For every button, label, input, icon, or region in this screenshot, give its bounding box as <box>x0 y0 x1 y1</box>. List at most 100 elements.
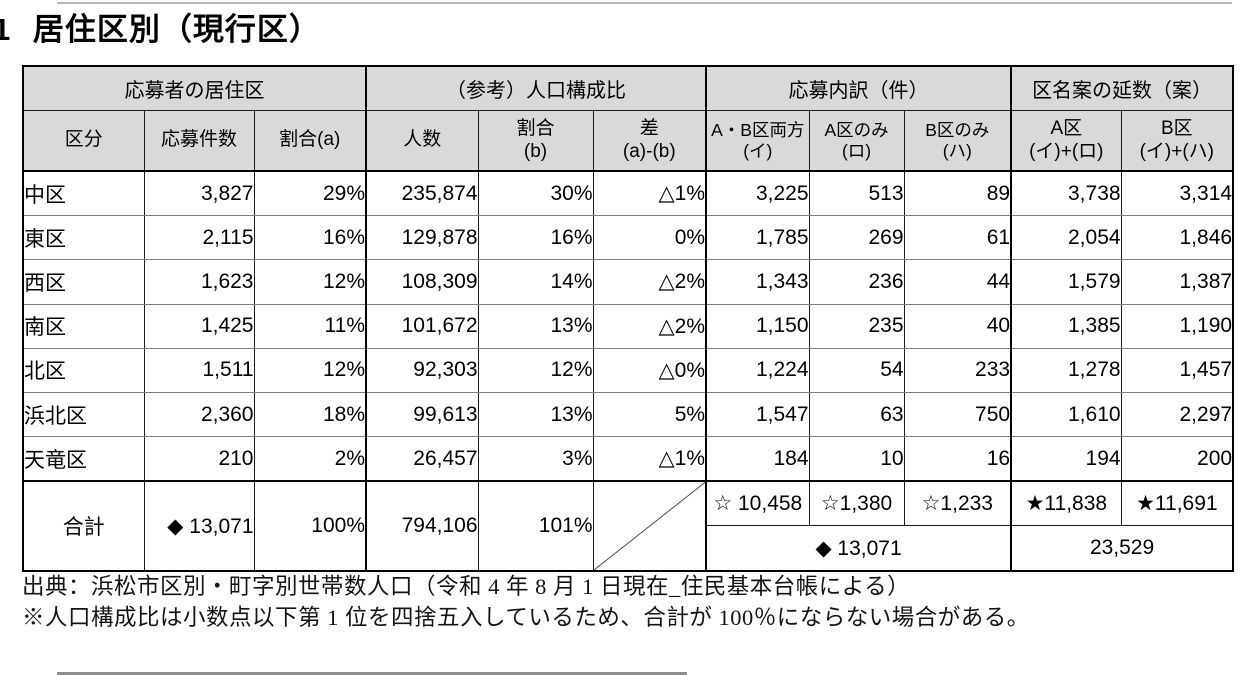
cell-applications: 2,115 <box>143 215 254 261</box>
cell-a-only: 10 <box>808 436 905 483</box>
cell-population: 101,672 <box>365 304 479 349</box>
cell-a-total: 194 <box>1010 436 1122 483</box>
cell-population: 129,878 <box>365 215 479 261</box>
cell-a-only: 235 <box>808 304 905 349</box>
total-ratio-b: 101% <box>477 481 594 572</box>
group-header-name-proposals: 区名案の延数（案） <box>1010 66 1234 111</box>
cell-a-total: 1,579 <box>1010 259 1122 305</box>
total-ratio-a: 100% <box>253 481 367 572</box>
cell-population: 26,457 <box>365 436 479 483</box>
cell-b-only: 44 <box>903 259 1012 305</box>
cell-population: 99,613 <box>365 392 479 438</box>
cell-b-total: 200 <box>1120 436 1234 483</box>
cell-both: 1,343 <box>705 259 810 305</box>
cell-ratio-a: 12% <box>253 259 367 305</box>
cell-ratio-a: 29% <box>253 171 367 217</box>
cell-b-total: 1,387 <box>1120 259 1234 305</box>
table-row-minami: 南区 1,425 11% 101,672 13% △2% 1,150 235 4… <box>22 304 1234 349</box>
cell-b-only: 750 <box>903 392 1012 438</box>
cell-b-total: 3,314 <box>1120 171 1234 217</box>
cell-ratio-b: 12% <box>477 348 594 393</box>
cell-diff: △2% <box>592 304 707 349</box>
cell-diff: △2% <box>592 259 707 305</box>
page-crop-line-bottom <box>57 672 687 675</box>
cell-b-only: 89 <box>903 171 1012 217</box>
total-row: 合計 ◆ 13,071 100% 794,106 101% ☆ 10,458 ☆… <box>22 481 1234 572</box>
total-label: 合計 <box>22 481 144 572</box>
page-crop-line-top <box>57 2 1232 4</box>
cell-population: 108,309 <box>365 259 479 305</box>
cell-diff: 5% <box>592 392 707 438</box>
group-header-applicants-residence: 応募者の居住区 <box>22 66 367 111</box>
col-header-ratio-a: 割合(a) <box>253 110 367 172</box>
table-row-hamakita: 浜北区 2,360 18% 99,613 13% 5% 1,547 63 750… <box>22 392 1234 438</box>
col-header-both-districts: A・B区両方 (イ) <box>705 110 810 172</box>
source-note: 出典：浜松市区別・町字別世帯数人口（令和 4 年 8 月 1 日現在_住民基本台… <box>22 574 911 599</box>
col-header-applications: 応募件数 <box>143 110 254 172</box>
cell-district: 北区 <box>22 348 144 393</box>
cell-a-only: 269 <box>808 215 905 261</box>
cell-b-total: 2,297 <box>1120 392 1234 438</box>
cell-district: 西区 <box>22 259 144 305</box>
cell-ratio-a: 11% <box>253 304 367 349</box>
cell-ratio-b: 13% <box>477 304 594 349</box>
cell-a-total: 1,610 <box>1010 392 1122 438</box>
total-a-only: ☆1,380 <box>808 481 905 526</box>
cell-applications: 2,360 <box>143 392 254 438</box>
cell-district: 浜北区 <box>22 392 144 438</box>
cell-both: 1,547 <box>705 392 810 438</box>
table-row-tenryu: 天竜区 210 2% 26,457 3% △1% 184 10 16 194 2… <box>22 436 1234 483</box>
cell-a-only: 513 <box>808 171 905 217</box>
col-header-district: 区分 <box>22 110 144 172</box>
cell-b-total: 1,190 <box>1120 304 1234 349</box>
cell-ratio-b: 16% <box>477 215 594 261</box>
cell-diff: △1% <box>592 171 707 217</box>
cell-a-total: 1,278 <box>1010 348 1122 393</box>
diagonal-slash-line <box>594 482 706 570</box>
cell-ratio-b: 13% <box>477 392 594 438</box>
cell-ratio-b: 3% <box>477 436 594 483</box>
cell-applications: 210 <box>143 436 254 483</box>
total-b-district: ★11,691 <box>1120 481 1234 526</box>
column-header-row: 区分 応募件数 割合(a) 人数 割合 (b) 差 (a)-(b) A・B区両方 (イ… <box>22 110 1234 172</box>
cell-a-total: 1,385 <box>1010 304 1122 349</box>
total-applications: ◆ 13,071 <box>143 481 254 572</box>
group-header-row: 応募者の居住区 （参考）人口構成比 応募内訳（件） 区名案の延数（案） <box>22 66 1234 111</box>
col-header-diff: 差 (a)-(b) <box>592 110 707 172</box>
total-both: ☆ 10,458 <box>705 481 810 526</box>
cell-b-total: 1,457 <box>1120 348 1234 393</box>
total-b-only: ☆1,233 <box>903 481 1012 526</box>
cell-applications: 1,511 <box>143 348 254 393</box>
table-row-naka: 中区 3,827 29% 235,874 30% △1% 3,225 513 8… <box>22 171 1234 217</box>
cell-both: 1,785 <box>705 215 810 261</box>
table-row-kita: 北区 1,511 12% 92,303 12% △0% 1,224 54 233… <box>22 348 1234 393</box>
cell-b-only: 40 <box>903 304 1012 349</box>
cell-ratio-a: 2% <box>253 436 367 483</box>
cell-district: 天竜区 <box>22 436 144 483</box>
total-merged-row: ◆ 13,071 23,529 <box>23 525 1234 572</box>
cell-applications: 1,623 <box>143 259 254 305</box>
col-header-ratio-b: 割合 (b) <box>477 110 594 172</box>
col-header-a-district-total: A区 (イ)+(ロ) <box>1010 110 1122 172</box>
cell-b-only: 61 <box>903 215 1012 261</box>
total-name-proposals-sum: 23,529 <box>1010 525 1234 572</box>
col-header-b-only: B区のみ (ハ) <box>903 110 1012 172</box>
footnotes: 出典：浜松市区別・町字別世帯数人口（令和 4 年 8 月 1 日現在_住民基本台… <box>22 571 1030 633</box>
total-a-district: ★11,838 <box>1010 481 1122 526</box>
cell-a-total: 2,054 <box>1010 215 1122 261</box>
cell-diff: 0% <box>592 215 707 261</box>
total-breakdown-sum: ◆ 13,071 <box>705 525 1012 572</box>
cell-district: 中区 <box>22 171 144 217</box>
cell-ratio-b: 14% <box>477 259 594 305</box>
cell-population: 235,874 <box>365 171 479 217</box>
cell-both: 184 <box>705 436 810 483</box>
residence-district-table: 応募者の居住区 （参考）人口構成比 応募内訳（件） 区名案の延数（案） 区分 応… <box>22 65 1235 573</box>
cell-ratio-a: 16% <box>253 215 367 261</box>
cell-population: 92,303 <box>365 348 479 393</box>
total-population: 794,106 <box>365 481 479 572</box>
total-diff-blank-cell <box>592 481 707 572</box>
col-header-b-district-total: B区 (イ)+(ハ) <box>1120 110 1234 172</box>
cell-both: 1,150 <box>705 304 810 349</box>
cell-a-only: 54 <box>808 348 905 393</box>
cell-ratio-a: 18% <box>253 392 367 438</box>
